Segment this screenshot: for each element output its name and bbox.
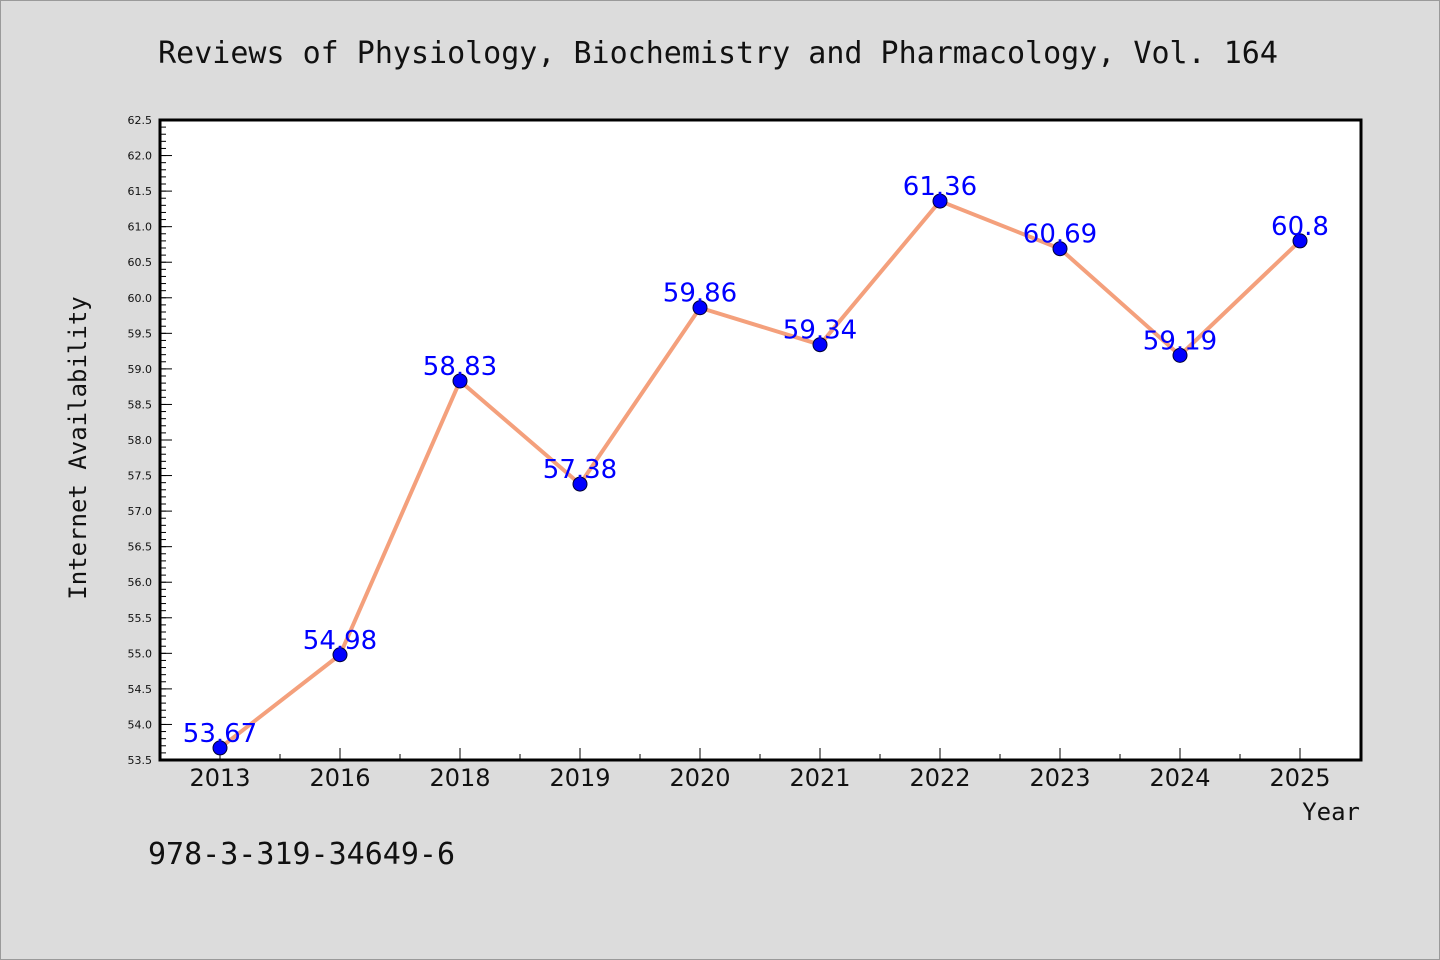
x-tick-label: 2019	[549, 764, 610, 792]
x-tick-label: 2020	[669, 764, 730, 792]
data-label: 58.83	[423, 352, 497, 382]
y-tick-label: 57.5	[128, 470, 153, 483]
data-point	[452, 373, 468, 389]
y-tick-label: 61.0	[128, 221, 153, 234]
y-tick-label: 54.5	[128, 683, 153, 696]
y-tick-label: 59.0	[128, 363, 153, 376]
data-point	[812, 337, 828, 353]
data-label: 59.86	[663, 279, 737, 309]
x-tick-label: 2016	[309, 764, 370, 792]
x-tick-label: 2022	[909, 764, 970, 792]
data-label: 60.8	[1271, 212, 1329, 242]
x-tick-label: 2024	[1149, 764, 1210, 792]
x-axis: 2013 2016 2018 2019 2020 2021 2022 2023 2024 2025	[189, 748, 1331, 792]
plot-frame	[158, 118, 1363, 762]
series-line	[218, 199, 1302, 750]
y-tick-label: 62.0	[128, 150, 153, 163]
x-tick-label: 2013	[189, 764, 250, 792]
data-point	[1052, 241, 1068, 257]
x-tick-label: 2018	[429, 764, 490, 792]
y-tick-label: 60.0	[128, 292, 153, 305]
x-tick-label: 2023	[1029, 764, 1090, 792]
y-axis: 53.5 54.0 54.5 55.0 55.5 56.0 56.5 57.0 57.5 58.0…	[128, 114, 172, 767]
isbn-footer: 978-3-319-34649-6	[148, 837, 455, 872]
y-axis-label: Internet Availability	[64, 296, 92, 599]
y-tick-label: 58.5	[128, 398, 153, 411]
y-tick-label: 56.0	[128, 576, 153, 589]
y-tick-label: 59.5	[128, 327, 153, 340]
y-tick-label: 55.0	[128, 647, 153, 660]
data-point	[1292, 233, 1308, 249]
data-label: 61.36	[903, 172, 977, 202]
y-tick-label: 57.0	[128, 505, 153, 518]
data-point	[332, 647, 348, 663]
y-tick-label: 62.5	[128, 114, 153, 127]
data-point	[1172, 347, 1188, 363]
y-tick-label: 61.5	[128, 185, 153, 198]
data-label: 59.34	[783, 316, 857, 346]
series-layer	[212, 193, 1308, 756]
data-point	[212, 740, 228, 756]
y-tick-label: 53.5	[128, 754, 153, 767]
data-point	[932, 193, 948, 209]
y-tick-label: 58.0	[128, 434, 153, 447]
x-axis-label: Year	[1302, 798, 1360, 826]
x-tick-label: 2021	[789, 764, 850, 792]
data-label: 60.69	[1023, 220, 1097, 250]
y-tick-label: 54.0	[128, 718, 153, 731]
y-tick-label: 60.5	[128, 256, 153, 269]
y-tick-label: 55.5	[128, 612, 153, 625]
y-tick-label: 56.5	[128, 541, 153, 554]
data-label: 54.98	[303, 626, 377, 656]
data-label: 59.19	[1143, 326, 1217, 356]
data-point	[572, 476, 588, 492]
data-label: 53.67	[183, 719, 257, 749]
data-point	[692, 300, 708, 316]
data-label: 57.38	[543, 455, 617, 485]
data-label-layer: 53.67 54.98 58.83 57.38 59.86 59.34 61.36 60.69…	[183, 172, 1329, 749]
plot-area	[160, 120, 1361, 760]
chart-title: Reviews of Physiology, Biochemistry and …	[158, 36, 1278, 71]
x-tick-label: 2025	[1269, 764, 1330, 792]
